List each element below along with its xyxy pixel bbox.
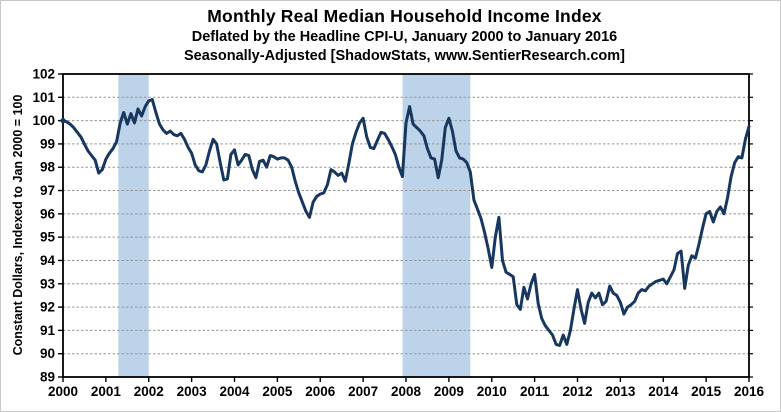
x-tick-label: 2008 bbox=[391, 384, 422, 399]
x-tick-label: 2001 bbox=[91, 384, 122, 399]
y-tick-label: 92 bbox=[40, 300, 55, 315]
x-tick-label: 2007 bbox=[348, 384, 378, 399]
y-tick-label: 89 bbox=[40, 370, 55, 385]
chart-title: Monthly Real Median Household Income Ind… bbox=[207, 6, 602, 26]
x-tick-label: 2012 bbox=[562, 384, 592, 399]
recession-band bbox=[118, 74, 149, 377]
chart-subtitle-line1: Deflated by the Headline CPI-U, January … bbox=[191, 29, 618, 45]
x-tick-label: 2013 bbox=[605, 384, 636, 399]
x-tick-label: 2005 bbox=[262, 384, 293, 399]
x-tick-label: 2000 bbox=[48, 384, 78, 399]
x-tick-label: 2011 bbox=[520, 384, 550, 399]
x-tick-label: 2009 bbox=[434, 384, 464, 399]
y-tick-label: 94 bbox=[40, 253, 56, 268]
y-tick-label: 95 bbox=[40, 230, 56, 245]
income-line bbox=[61, 98, 751, 347]
y-tick-label: 90 bbox=[40, 346, 55, 361]
series-start-marker bbox=[60, 118, 66, 124]
x-tick-label: 2004 bbox=[219, 384, 250, 399]
y-tick-label: 98 bbox=[40, 160, 56, 175]
y-tick-label: 102 bbox=[32, 67, 55, 82]
x-tick-label: 2002 bbox=[134, 384, 164, 399]
x-tick-label: 2015 bbox=[691, 384, 722, 399]
y-tick-label: 93 bbox=[40, 276, 56, 291]
y-tick-label: 97 bbox=[40, 183, 55, 198]
y-tick-label: 96 bbox=[40, 206, 56, 221]
x-tick-label: 2014 bbox=[648, 384, 679, 399]
y-tick-label: 100 bbox=[32, 113, 55, 128]
chart-subtitle-line2: Seasonally-Adjusted [ShadowStats, www.Se… bbox=[183, 48, 626, 64]
y-tick-label: 99 bbox=[40, 136, 55, 151]
x-tick-label: 2003 bbox=[177, 384, 208, 399]
x-tick-label: 2006 bbox=[305, 384, 336, 399]
x-tick-label: 2016 bbox=[734, 384, 765, 399]
y-tick-label: 91 bbox=[40, 323, 56, 338]
y-tick-label: 101 bbox=[32, 90, 55, 105]
x-tick-label: 2010 bbox=[477, 384, 507, 399]
